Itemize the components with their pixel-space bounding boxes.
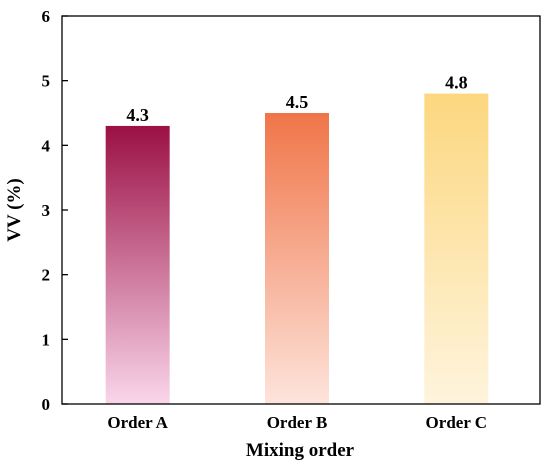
bar bbox=[424, 93, 489, 404]
x-tick-label: Order C bbox=[426, 413, 488, 432]
bar bbox=[105, 125, 170, 404]
x-axis-title: Mixing order bbox=[246, 440, 355, 461]
x-tick-label: Order A bbox=[107, 413, 168, 432]
value-label: 4.8 bbox=[445, 73, 468, 93]
bar bbox=[265, 113, 329, 404]
y-tick-label: 6 bbox=[42, 7, 51, 26]
y-tick-label: 4 bbox=[42, 136, 51, 155]
value-label: 4.5 bbox=[286, 92, 309, 112]
y-tick-label: 1 bbox=[42, 330, 51, 349]
value-label: 4.3 bbox=[126, 105, 149, 125]
y-axis-title: VV (%) bbox=[4, 178, 25, 242]
y-tick-label: 3 bbox=[42, 201, 51, 220]
y-tick-label: 5 bbox=[42, 72, 51, 91]
x-tick-label: Order B bbox=[267, 413, 328, 432]
y-tick-label: 0 bbox=[42, 395, 51, 414]
plot-frame bbox=[61, 15, 541, 405]
y-tick-label: 2 bbox=[42, 266, 51, 285]
